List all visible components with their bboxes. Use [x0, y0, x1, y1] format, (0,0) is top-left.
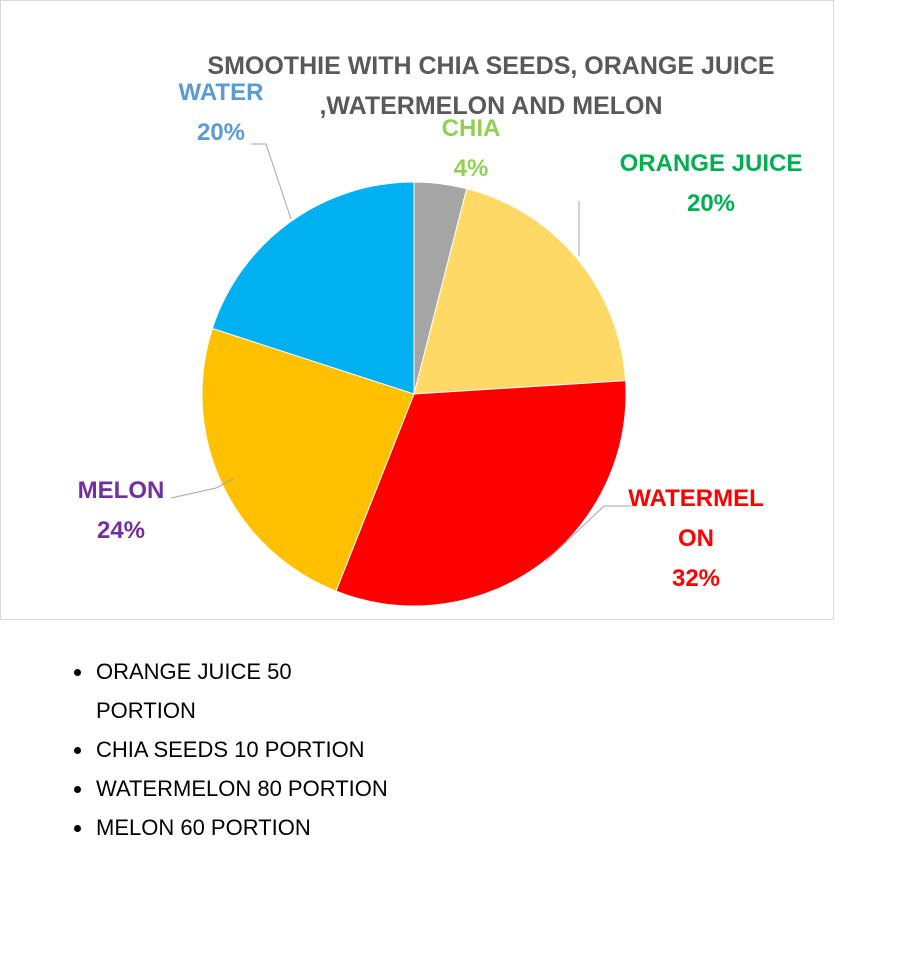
category-label: CHIA [441, 115, 501, 142]
value-label: 24% [96, 517, 146, 544]
category-label: WATER [178, 79, 264, 106]
data-label: CHIA 4% [421, 109, 521, 189]
pie-slice [335, 380, 627, 607]
data-label: MELON 24% [51, 471, 191, 551]
value-label: 4% [453, 155, 489, 182]
category-label: ORANGE JUICE [619, 150, 803, 177]
value-label: 32% [671, 565, 721, 592]
list-item: MELON 60 PORTION [94, 808, 394, 847]
pie-slice [211, 181, 415, 395]
list-item: WATERMELON 80 PORTION [94, 769, 394, 808]
value-label: 20% [686, 190, 736, 217]
pie-canvas [170, 143, 631, 607]
data-label: WATER 20% [151, 73, 291, 153]
list-item: CHIA SEEDS 10 PORTION [94, 730, 394, 769]
category-label: WATERMELON [628, 485, 764, 552]
leader-line [545, 505, 631, 562]
category-label: MELON [77, 477, 165, 504]
leader-line [170, 478, 234, 499]
bullet-list: ORANGE JUICE 50 PORTIONCHIA SEEDS 10 POR… [70, 652, 394, 847]
pie-slice [413, 188, 627, 395]
data-label: WATERMELON 32% [621, 479, 771, 599]
value-label: 20% [196, 119, 246, 146]
chart-title: SMOOTHIE WITH CHIA SEEDS, ORANGE JUICE ,… [207, 52, 775, 120]
data-label: ORANGE JUICE 20% [591, 144, 831, 224]
chart: SMOOTHIE WITH CHIA SEEDS, ORANGE JUICE ,… [0, 0, 834, 620]
leader-lines [170, 143, 631, 562]
list-item: ORANGE JUICE 50 PORTION [94, 652, 394, 730]
leader-line [251, 143, 292, 220]
